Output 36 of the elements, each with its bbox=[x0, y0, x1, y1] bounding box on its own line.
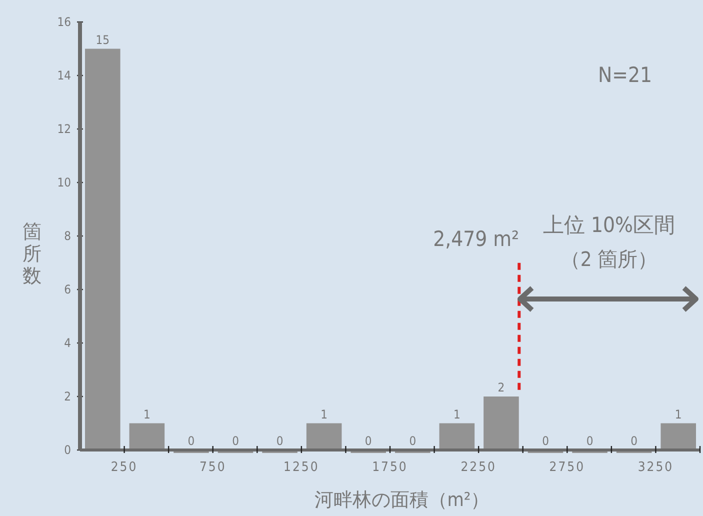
x-tick-label: 2250 bbox=[460, 460, 496, 475]
y-tick-label: 10 bbox=[57, 176, 72, 190]
data-label: 0 bbox=[188, 434, 195, 448]
x-tick-label: 750 bbox=[199, 460, 226, 475]
y-axis-title: 箇所数 bbox=[22, 221, 42, 287]
annotation: （2 箇所） bbox=[560, 247, 658, 271]
data-label: 1 bbox=[143, 407, 150, 422]
data-label: 0 bbox=[542, 434, 550, 448]
data-label: 0 bbox=[232, 434, 240, 448]
data-label: 1 bbox=[453, 407, 460, 422]
data-label: 15 bbox=[96, 32, 110, 47]
y-tick-label: 0 bbox=[64, 443, 72, 457]
y-tick-label: 4 bbox=[64, 336, 72, 350]
x-axis-title: 河畔林の面積（m²） bbox=[314, 489, 490, 511]
x-tick-label: 2750 bbox=[549, 460, 586, 475]
ref-line-label: 2,479 m² bbox=[433, 227, 520, 251]
data-label: 1 bbox=[320, 407, 328, 422]
data-label: 0 bbox=[364, 434, 372, 448]
annotation: 上位 10%区間 bbox=[543, 213, 675, 237]
y-tick-label: 16 bbox=[57, 15, 72, 29]
x-tick-label: 250 bbox=[110, 460, 138, 475]
y-tick-label: 14 bbox=[57, 68, 72, 82]
y-tick-label: 12 bbox=[57, 122, 71, 136]
x-tick-label: 3250 bbox=[638, 460, 674, 475]
y-tick-label: 8 bbox=[64, 229, 72, 243]
data-label: 0 bbox=[276, 434, 284, 448]
x-tick-label: 1750 bbox=[372, 460, 408, 475]
data-label: 0 bbox=[409, 434, 416, 448]
y-tick-label: 6 bbox=[64, 282, 72, 296]
data-label: 2 bbox=[498, 380, 505, 394]
data-label: 0 bbox=[630, 434, 638, 448]
x-tick-label: 1250 bbox=[284, 460, 320, 475]
data-label: 1 bbox=[674, 407, 682, 422]
annotation: N=21 bbox=[598, 63, 652, 87]
y-tick-label: 2 bbox=[64, 390, 71, 404]
data-label: 0 bbox=[586, 434, 594, 448]
